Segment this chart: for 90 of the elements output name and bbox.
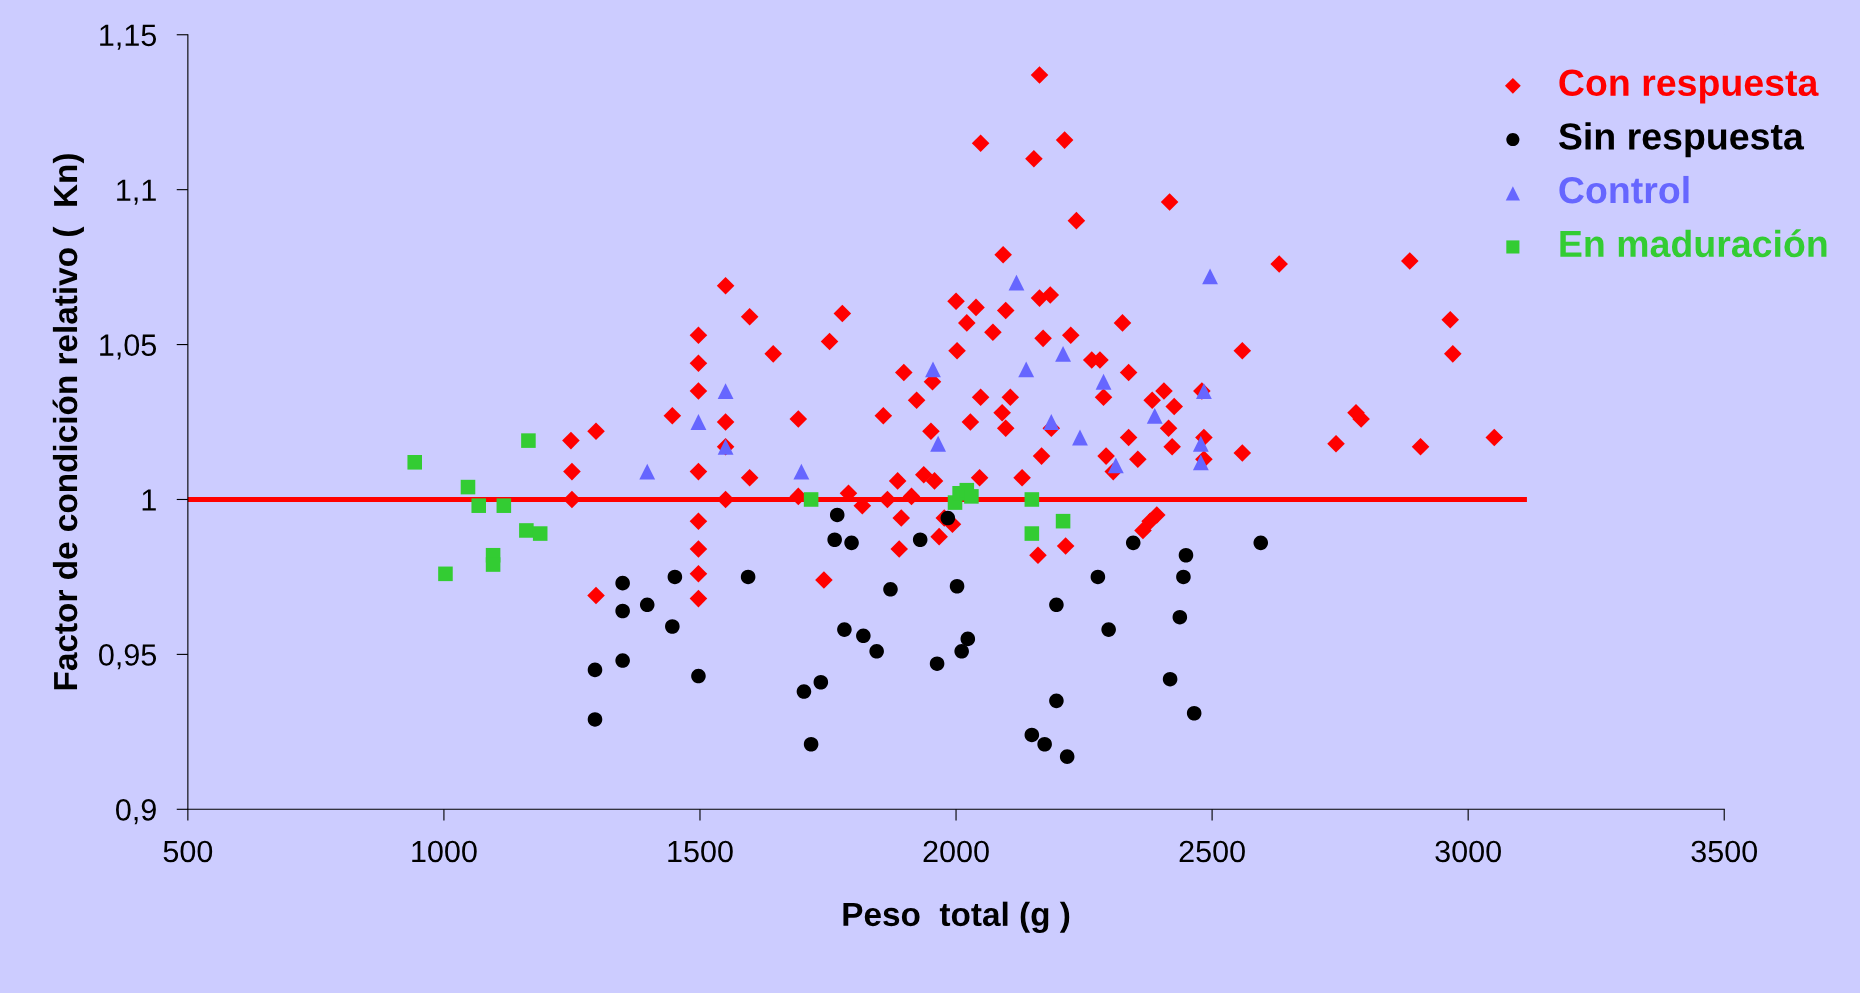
point (803, 736, 819, 752)
point (964, 489, 979, 504)
y-tick-label: 1 (142, 489, 156, 511)
x-tick-label: 1500 (668, 840, 733, 863)
point (1186, 705, 1202, 721)
point (615, 575, 630, 591)
point (1059, 749, 1075, 764)
x-tick-label: 3500 (1691, 840, 1758, 863)
point (740, 569, 756, 585)
y-tick-label: 0,95 (99, 644, 157, 670)
point (929, 656, 945, 671)
point (460, 479, 476, 495)
point (438, 566, 453, 582)
point (587, 662, 603, 678)
point (691, 668, 706, 684)
point (1024, 727, 1040, 743)
point (954, 644, 969, 659)
point (471, 498, 487, 513)
point (949, 578, 965, 594)
y-tick-label: 1,15 (100, 24, 157, 50)
x-tick-label: 500 (163, 840, 213, 863)
point (829, 507, 845, 523)
point (1176, 569, 1191, 585)
point (690, 414, 707, 430)
point (521, 433, 536, 448)
point (1095, 373, 1112, 390)
point (1125, 535, 1141, 551)
point (1049, 693, 1064, 709)
point (869, 644, 884, 659)
point (1024, 492, 1040, 507)
point (813, 674, 829, 690)
legend-label: Con respuesta (1559, 69, 1819, 104)
y-tick-label: 1,05 (100, 334, 157, 360)
point (717, 383, 734, 399)
point (912, 532, 928, 548)
point (1072, 429, 1088, 446)
point (925, 361, 941, 378)
point (1178, 547, 1194, 563)
point (532, 526, 548, 541)
point (883, 582, 898, 597)
point (1037, 736, 1052, 752)
point (485, 557, 501, 572)
point (639, 463, 656, 480)
point (827, 532, 842, 548)
point (665, 619, 680, 634)
point (639, 597, 655, 613)
point (1146, 407, 1163, 424)
point (587, 712, 603, 727)
point (803, 492, 819, 507)
point (407, 455, 423, 470)
point (1202, 268, 1218, 285)
point (960, 631, 976, 647)
point (1018, 361, 1035, 378)
y-tick-label: 1,1 (117, 179, 156, 205)
legend-label: En maduración (1560, 229, 1827, 258)
point (1024, 526, 1040, 541)
point (1090, 569, 1106, 585)
point (1172, 609, 1188, 625)
point (1049, 597, 1064, 613)
point (615, 603, 630, 619)
point (519, 523, 534, 538)
point (667, 569, 683, 585)
point (796, 684, 812, 699)
point (856, 628, 871, 644)
point (1008, 274, 1025, 291)
x-tick-label: 2000 (923, 840, 989, 863)
point (1101, 622, 1116, 637)
legend-label: Sin respuesta (1558, 122, 1805, 158)
point (1107, 457, 1124, 474)
point (1043, 414, 1060, 430)
point (1162, 671, 1178, 687)
point (793, 463, 810, 480)
point (940, 510, 956, 526)
point (1192, 454, 1209, 471)
x-tick-label: 2500 (1179, 840, 1245, 863)
point (844, 535, 859, 551)
x-tick-label: 1000 (412, 840, 477, 863)
point (1253, 535, 1269, 551)
point (1055, 345, 1071, 362)
point (1055, 513, 1071, 529)
point (1192, 435, 1209, 452)
point (930, 435, 947, 452)
x-axis-title: Peso total (g ) (843, 901, 1070, 933)
y-axis-title: Factor de condición relativo ( Kn) (52, 154, 84, 690)
legend-label: Control (1559, 175, 1689, 204)
x-tick-label: 3000 (1435, 840, 1501, 863)
point (837, 622, 852, 637)
point (496, 498, 512, 513)
y-tick-label: 0,9 (116, 799, 156, 825)
point (615, 653, 630, 668)
